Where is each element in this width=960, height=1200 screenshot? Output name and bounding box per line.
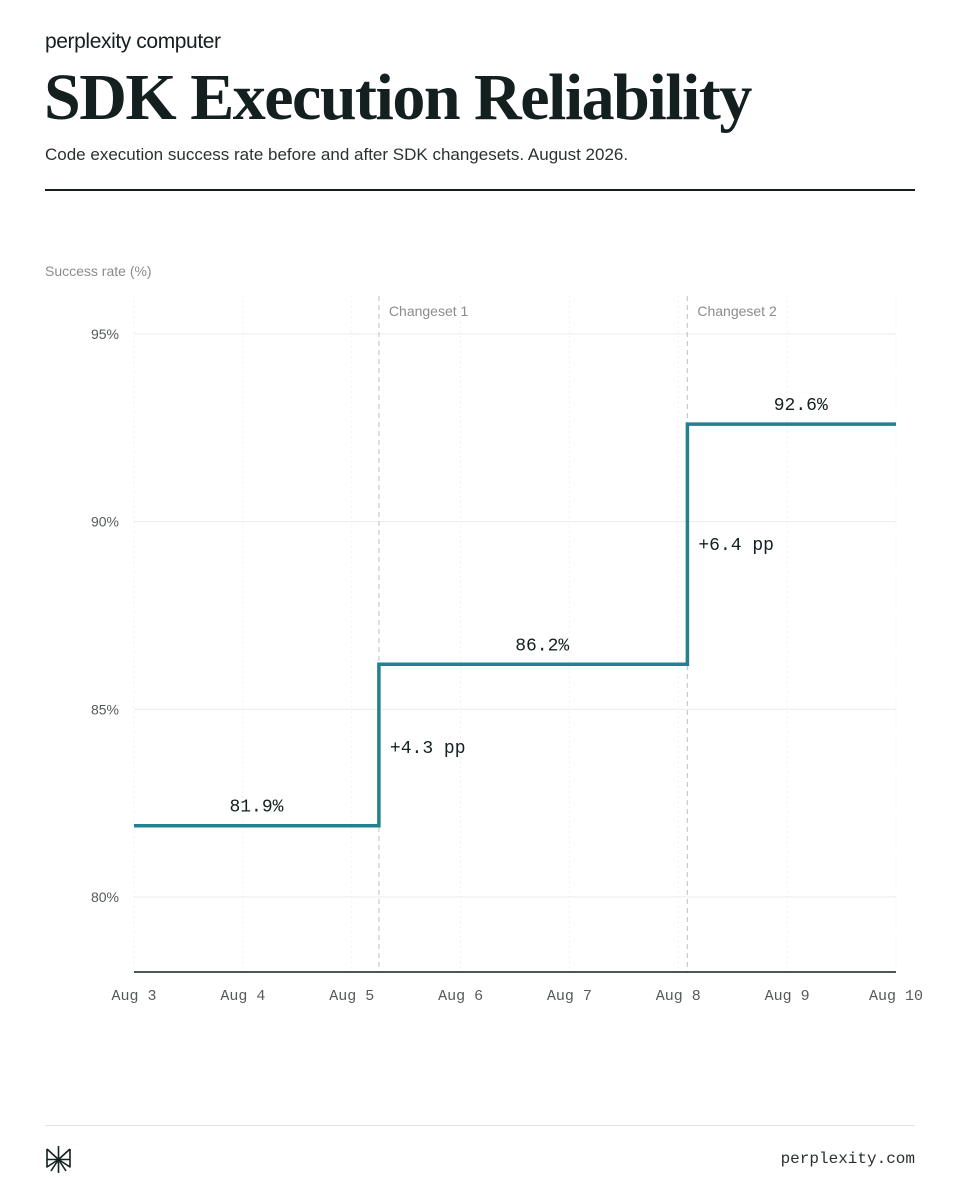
x-tick-label: Aug 5 [329, 988, 374, 1005]
grid-lines [133, 296, 897, 972]
value-label: 81.9% [229, 798, 283, 818]
x-tick-label: Aug 9 [765, 988, 810, 1005]
x-tick-label: Aug 8 [656, 988, 701, 1005]
header-divider [45, 189, 915, 191]
changeset-label: Changeset 1 [389, 303, 469, 319]
y-tick-label: 90% [91, 514, 119, 530]
delta-label: +4.3 pp [390, 739, 466, 759]
footer-url[interactable]: perplexity.com [780, 1150, 915, 1168]
y-tick-label: 85% [91, 701, 119, 717]
changeset-label: Changeset 2 [697, 303, 777, 319]
x-axis-ticks: Aug 3 Aug 4 Aug 5 Aug 6 Aug 7 Aug 8 Aug 9 Aug 1… [111, 988, 923, 1005]
step-line-chart: Success rate (%) Changeset 1 Changeset 2 … [45, 263, 923, 1005]
y-axis-label: Success rate (%) [45, 263, 152, 279]
x-tick-label: Aug 3 [111, 988, 156, 1005]
footer-divider [45, 1125, 915, 1126]
success-rate-step-line [134, 422, 896, 828]
delta-label: +6.4 pp [698, 536, 774, 556]
data-annotations: 81.9% 86.2% 92.6% +4.3 pp +6.4 pp [229, 396, 827, 818]
brand-wordmark: perplexity computer [45, 30, 221, 53]
value-label: 86.2% [515, 636, 569, 656]
x-tick-label: Aug 4 [220, 988, 265, 1005]
x-tick-label: Aug 10 [869, 988, 923, 1005]
page-title: SDK Execution Reliability [44, 61, 752, 134]
y-tick-label: 95% [91, 326, 119, 342]
x-tick-label: Aug 6 [438, 988, 483, 1005]
page-subtitle: Code execution success rate before and a… [45, 145, 629, 164]
y-tick-label: 80% [91, 889, 119, 905]
value-label: 92.6% [774, 396, 828, 416]
changeset-markers: Changeset 1 Changeset 2 [378, 296, 777, 972]
x-tick-label: Aug 7 [547, 988, 592, 1005]
y-axis-ticks: 80% 85% 90% 95% [91, 326, 119, 905]
perplexity-logo-icon [46, 1146, 71, 1173]
